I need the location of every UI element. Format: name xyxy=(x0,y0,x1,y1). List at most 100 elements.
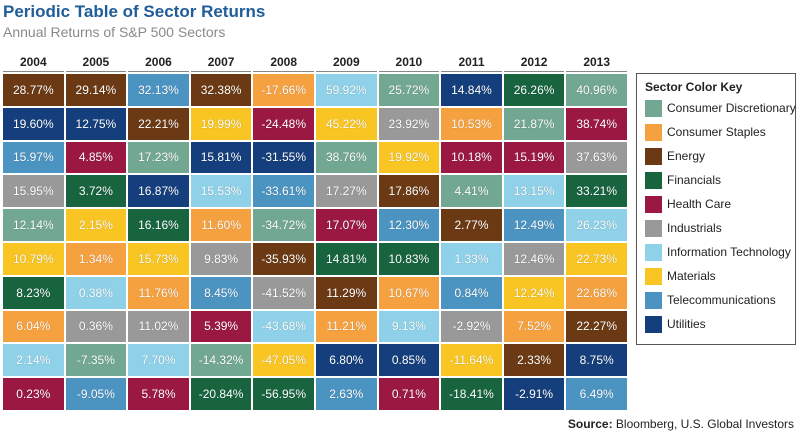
return-cell: 3.72% xyxy=(65,175,127,208)
return-cell: 21.87% xyxy=(503,107,565,140)
return-cell: 2.15% xyxy=(65,209,127,241)
return-cell: -11.64% xyxy=(441,344,502,377)
subtitle: Annual Returns of S&P 500 Sectors xyxy=(3,24,226,40)
return-cell: 7.52% xyxy=(503,310,565,343)
return-cell: -18.41% xyxy=(441,378,502,410)
return-cell: -34.72% xyxy=(253,209,314,241)
return-cell: 6.04% xyxy=(3,310,64,343)
year-header: 2006 xyxy=(128,54,189,72)
return-cell: 8.23% xyxy=(3,276,64,309)
return-cell: 2.77% xyxy=(441,209,502,241)
return-cell: 4.41% xyxy=(441,175,502,208)
return-cell: 11.02% xyxy=(128,310,189,343)
return-cell: 12.24% xyxy=(503,276,565,309)
return-cell: -35.93% xyxy=(253,243,314,275)
return-cell: 26.26% xyxy=(503,74,565,106)
return-cell: 12.30% xyxy=(378,209,440,241)
return-cell: 0.84% xyxy=(441,276,502,309)
return-cell: 15.53% xyxy=(190,175,252,208)
return-cell: 12.46% xyxy=(503,243,565,275)
legend-label: Utilities xyxy=(667,317,706,331)
title: Periodic Table of Sector Returns xyxy=(3,2,266,21)
return-cell: 17.27% xyxy=(316,175,377,208)
return-cell: 15.81% xyxy=(190,141,252,174)
legend-title: Sector Color Key xyxy=(645,80,743,94)
legend-swatch xyxy=(645,268,662,285)
return-cell: 11.21% xyxy=(316,310,377,343)
legend-swatch xyxy=(645,148,662,165)
return-cell: 15.95% xyxy=(3,175,64,208)
return-cell: 2.33% xyxy=(503,344,565,377)
legend-swatch xyxy=(645,100,662,117)
return-cell: -41.52% xyxy=(253,276,314,309)
return-cell: 38.76% xyxy=(316,141,377,174)
return-cell: 19.99% xyxy=(190,107,252,140)
return-cell: 19.92% xyxy=(378,141,440,174)
legend-swatch xyxy=(645,172,662,189)
return-cell: 19.60% xyxy=(3,107,64,140)
legend-label: Energy xyxy=(667,149,706,163)
return-cell: 22.21% xyxy=(128,107,189,140)
legend-label: Health Care xyxy=(667,197,732,211)
return-cell: 22.68% xyxy=(566,276,627,309)
return-cell: 0.85% xyxy=(378,344,440,377)
return-cell: 33.21% xyxy=(566,175,627,208)
return-cell: 22.73% xyxy=(566,243,627,275)
legend-label: Information Technology xyxy=(667,245,791,259)
return-cell: 11.60% xyxy=(190,209,252,241)
legend-label: Consumer Staples xyxy=(667,125,766,139)
return-cell: 26.23% xyxy=(566,209,627,241)
legend-swatch xyxy=(645,316,662,333)
return-cell: 59.92% xyxy=(316,74,377,106)
return-cell: 32.13% xyxy=(128,74,189,106)
year-header: 2012 xyxy=(503,54,565,72)
return-cell: 28.77% xyxy=(3,74,64,106)
return-cell: 1.33% xyxy=(441,243,502,275)
return-cell: -56.95% xyxy=(253,378,314,410)
legend-swatch xyxy=(645,124,662,141)
legend-label: Telecommunications xyxy=(667,293,776,307)
return-cell: 15.97% xyxy=(3,141,64,174)
return-cell: 8.75% xyxy=(566,344,627,377)
return-cell: -33.61% xyxy=(253,175,314,208)
return-cell: 17.23% xyxy=(128,141,189,174)
year-header: 2009 xyxy=(316,54,377,72)
return-cell: 0.36% xyxy=(65,310,127,343)
legend-label: Materials xyxy=(667,269,716,283)
return-cell: 17.86% xyxy=(378,175,440,208)
return-cell: -2.91% xyxy=(503,378,565,410)
return-cell: 12.14% xyxy=(3,209,64,241)
legend-label: Industrials xyxy=(667,221,722,235)
legend-swatch xyxy=(645,220,662,237)
return-cell: 10.18% xyxy=(441,141,502,174)
return-cell: 15.73% xyxy=(128,243,189,275)
return-cell: 2.14% xyxy=(3,344,64,377)
return-cell: 14.81% xyxy=(316,243,377,275)
year-header: 2008 xyxy=(253,54,314,72)
return-cell: 29.14% xyxy=(65,74,127,106)
return-cell: 16.16% xyxy=(128,209,189,241)
return-cell: 10.79% xyxy=(3,243,64,275)
return-cell: 12.49% xyxy=(503,209,565,241)
return-cell: 7.70% xyxy=(128,344,189,377)
return-cell: -2.92% xyxy=(441,310,502,343)
return-cell: 23.92% xyxy=(378,107,440,140)
return-cell: 10.83% xyxy=(378,243,440,275)
return-cell: 10.53% xyxy=(441,107,502,140)
legend-label: Consumer Discretionary xyxy=(667,101,796,115)
return-cell: -9.05% xyxy=(65,378,127,410)
return-cell: 38.74% xyxy=(566,107,627,140)
return-cell: 0.38% xyxy=(65,276,127,309)
source-label: Source: xyxy=(567,417,613,431)
return-cell: 2.63% xyxy=(316,378,377,410)
year-header: 2010 xyxy=(378,54,440,72)
return-cell: -17.66% xyxy=(253,74,314,106)
return-cell: 0.71% xyxy=(378,378,440,410)
return-cell: 25.72% xyxy=(378,74,440,106)
return-cell: -43.68% xyxy=(253,310,314,343)
year-header: 2011 xyxy=(441,54,502,72)
return-cell: 32.38% xyxy=(190,74,252,106)
return-cell: 5.39% xyxy=(190,310,252,343)
return-cell: 1.34% xyxy=(65,243,127,275)
return-cell: 22.27% xyxy=(566,310,627,343)
